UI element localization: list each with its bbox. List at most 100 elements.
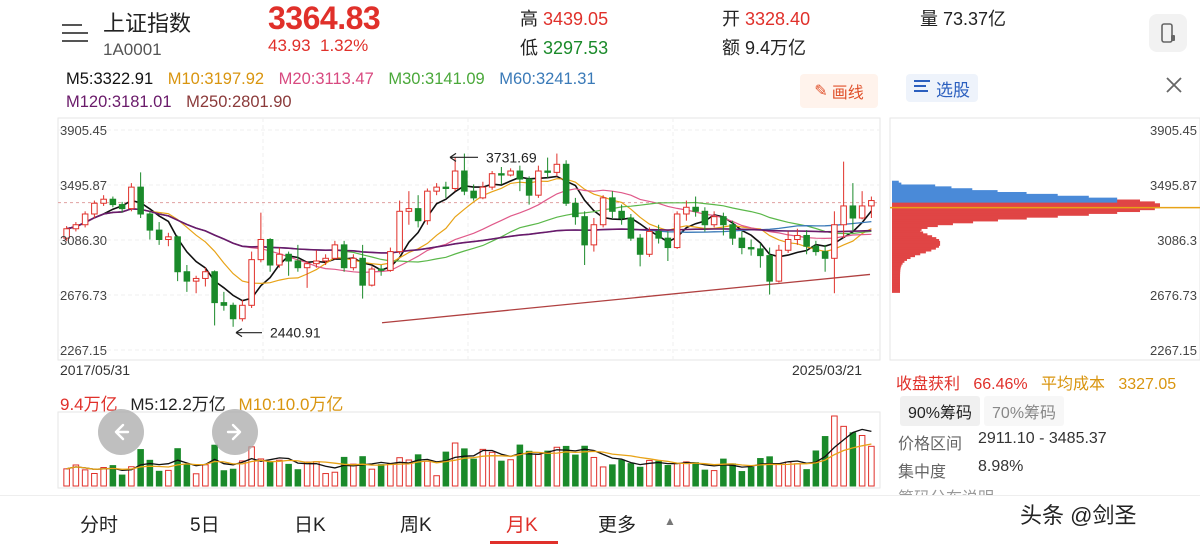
candle-down	[766, 255, 773, 282]
volume-bar-up	[331, 471, 339, 487]
amount-value: 9.4万亿	[745, 38, 807, 58]
high-stat: 高 3439.05	[520, 5, 608, 31]
candle-down	[803, 234, 810, 247]
phone-icon[interactable]	[1149, 14, 1187, 52]
low-stat: 低 3297.53	[520, 34, 608, 60]
candle-up	[535, 170, 542, 196]
volume-bar-up	[794, 463, 801, 487]
candle-up	[239, 304, 246, 320]
candle-down	[118, 204, 126, 210]
volume-bar-down	[340, 456, 348, 487]
tab-daily[interactable]: 日K	[294, 515, 326, 536]
candle-up	[784, 239, 792, 251]
volume-bar-up	[831, 415, 838, 487]
menu-icon[interactable]	[62, 22, 88, 44]
volume-bar-down	[720, 458, 727, 487]
volume-bar-down	[377, 464, 385, 487]
volume-bar-up	[553, 446, 561, 487]
volume-bar-up	[646, 459, 653, 487]
volume-bar-up	[479, 448, 487, 487]
volume-current: 9.4万亿	[60, 395, 118, 414]
volume-bar-down	[285, 463, 292, 487]
volume-bar-up	[424, 460, 431, 487]
volume-bar-down	[849, 432, 857, 487]
candle-up	[396, 210, 403, 253]
volume-bar-up	[81, 469, 89, 487]
open-value: 3328.40	[745, 9, 811, 29]
close-icon[interactable]	[1164, 74, 1184, 102]
candle-down	[655, 230, 662, 239]
volume-bar-down	[572, 454, 579, 487]
ma30-label: M30:3141.09	[388, 70, 485, 88]
volume-bar-up	[239, 460, 246, 487]
candle-down	[627, 217, 635, 239]
plot-frame	[57, 117, 881, 361]
volume-bar-up	[673, 463, 681, 487]
volume-bar-up	[350, 463, 357, 487]
candle-down	[359, 257, 366, 286]
candle-down	[562, 163, 570, 204]
amount-stat: 额 9.4万亿	[722, 34, 806, 60]
amount-label: 额	[722, 38, 740, 58]
range-value: 2911.10 - 3485.37	[978, 430, 1107, 447]
volume-bar-up	[710, 470, 718, 487]
candle-up	[868, 200, 875, 207]
candle-down	[636, 237, 644, 255]
volume-bar-down	[266, 461, 274, 487]
volume-bar-up	[775, 463, 783, 487]
draw-line-button[interactable]: ✎ 画线	[800, 74, 878, 108]
chip-y-tick-label: 3495.87	[1150, 178, 1197, 193]
candle-up	[646, 230, 653, 255]
candle-up	[488, 173, 496, 188]
volume-bar-down	[146, 459, 154, 487]
volume-bar-up	[91, 472, 98, 487]
tab-monthly[interactable]: 月K	[506, 515, 538, 536]
ma120-label: M120:3181.01	[66, 93, 172, 111]
candle-up	[507, 170, 514, 176]
volume-bar-down	[701, 469, 709, 487]
watermark: 头条 @剑圣	[1020, 503, 1137, 528]
tab-5day[interactable]: 5日	[190, 515, 220, 536]
volume-bar-down	[118, 474, 126, 487]
arrow-left-icon[interactable]	[98, 409, 144, 455]
caret-up-icon[interactable]: ▲	[664, 514, 676, 528]
ma10-line	[66, 178, 872, 285]
open-label: 开	[722, 9, 740, 29]
chip-y-tick-label: 2267.15	[1150, 343, 1197, 358]
volume-bar-up	[313, 461, 320, 487]
volume-bar-down	[109, 465, 117, 487]
volume-bar-up	[368, 468, 376, 487]
volume-bar-up	[322, 473, 329, 487]
low-value: 3297.53	[543, 38, 609, 58]
kline-chart[interactable]: 3905.45 3495.87 3086.30 2676.73 2267.15 3905.…	[0, 0, 1200, 495]
candle-up	[831, 224, 838, 259]
volume-bar-up	[535, 453, 542, 487]
volume-value: 73.37亿	[943, 9, 1007, 29]
volume-bar-down	[803, 469, 810, 487]
volume-bar-down	[516, 444, 524, 487]
chip-bar-loss	[892, 180, 899, 186]
open-stat: 开 3328.40	[722, 5, 810, 31]
arrow-right-icon[interactable]	[212, 409, 258, 455]
ma5-label: M5:3322.91	[66, 70, 154, 88]
candle-down	[757, 248, 764, 257]
candle-up	[303, 263, 311, 269]
tab-more[interactable]: 更多	[598, 515, 637, 536]
tab-70-chips[interactable]: 70%筹码	[984, 396, 1065, 426]
change-percent: 1.32%	[320, 36, 369, 55]
candle-up	[276, 253, 283, 266]
pick-stock-button[interactable]: 选股	[906, 74, 978, 102]
volume-bar-up	[784, 461, 792, 487]
volume-bar-down	[812, 450, 820, 487]
volume-m10: M10:10.0万亿	[238, 395, 344, 414]
candle-down	[516, 170, 524, 180]
chip-y-tick-label: 2676.73	[1150, 288, 1197, 303]
candle-down	[581, 216, 588, 246]
y-tick-label: 3086.30	[60, 233, 107, 248]
tab-weekly[interactable]: 周K	[400, 515, 432, 536]
tab-intraday[interactable]: 分时	[80, 515, 119, 536]
tab-90-chips[interactable]: 90%筹码	[900, 396, 981, 426]
candle-down	[146, 213, 154, 231]
candle-down	[572, 202, 579, 218]
candle-up	[192, 277, 200, 282]
